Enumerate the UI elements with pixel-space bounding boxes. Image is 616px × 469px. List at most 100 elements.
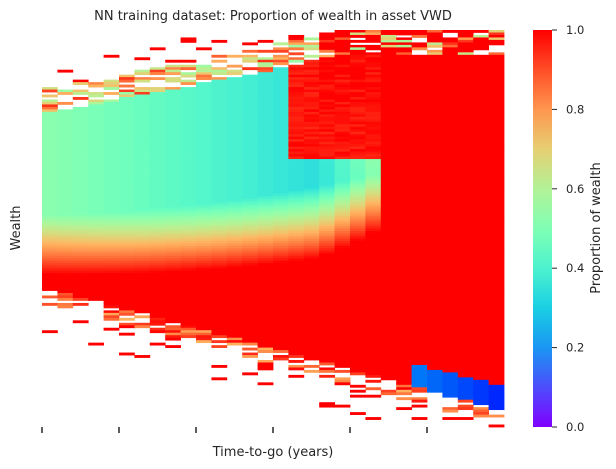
- heatmap-cell: [488, 134, 505, 138]
- heatmap-cell: [165, 228, 181, 232]
- heatmap-cell: [365, 201, 382, 205]
- heatmap-cell: [350, 221, 366, 224]
- heatmap-cell: [334, 92, 351, 95]
- heatmap-cell: [488, 387, 505, 391]
- heatmap-cell: [473, 166, 489, 170]
- heatmap-cell: [411, 330, 428, 334]
- heatmap-cell: [72, 250, 89, 254]
- heatmap-cell: [334, 255, 351, 259]
- heatmap-cell: [196, 126, 212, 130]
- heatmap-cell: [457, 342, 474, 346]
- heatmap-cell: [380, 372, 397, 376]
- heatmap-cell: [196, 124, 212, 128]
- heatmap-cell: [273, 350, 289, 353]
- heatmap-cell: [427, 278, 443, 282]
- heatmap-cell: [211, 297, 228, 301]
- heatmap-cell: [303, 186, 320, 190]
- heatmap-cell: [180, 159, 197, 162]
- heatmap-cell: [319, 134, 335, 138]
- heatmap-cell: [257, 345, 274, 348]
- heatmap-cell: [180, 285, 197, 289]
- heatmap-cell: [180, 243, 197, 247]
- heatmap-cell: [319, 166, 335, 170]
- heatmap-cell: [365, 206, 382, 210]
- heatmap-cell: [411, 64, 428, 68]
- heatmap-cell: [380, 342, 397, 346]
- heatmap-cell: [319, 297, 335, 301]
- heatmap-cell: [211, 116, 228, 120]
- colorbar-tick-label: 1.0: [566, 23, 584, 37]
- heatmap-cell: [134, 295, 151, 299]
- heatmap-cell: [427, 72, 443, 76]
- heatmap-cell: [365, 114, 382, 118]
- heatmap-cell: [303, 340, 320, 344]
- heatmap-cell: [196, 178, 212, 182]
- heatmap-cell: [134, 288, 151, 291]
- heatmap-cell: [457, 337, 474, 341]
- heatmap-cell: [396, 372, 412, 376]
- heatmap-cell: [88, 211, 104, 215]
- heatmap-cell: [442, 317, 459, 321]
- heatmap-cell: [134, 191, 151, 195]
- heatmap-cell: [134, 126, 151, 130]
- heatmap-cell: [457, 288, 474, 291]
- heatmap-cell: [427, 320, 443, 324]
- heatmap-cell: [319, 218, 335, 222]
- heatmap-cell: [457, 248, 474, 252]
- heatmap-cell: [165, 253, 181, 257]
- heatmap-cell: [42, 176, 58, 180]
- heatmap-cell: [196, 193, 212, 197]
- heatmap-cell: [242, 92, 258, 95]
- heatmap-cell: [488, 218, 505, 222]
- heatmap-cell: [134, 273, 151, 277]
- heatmap-cell: [273, 250, 289, 254]
- heatmap-cell: [411, 332, 428, 336]
- heatmap-cell: [396, 320, 412, 324]
- heatmap-cell: [411, 320, 428, 324]
- heatmap-cell: [303, 156, 320, 160]
- heatmap-cell: [211, 203, 228, 207]
- heatmap-cell: [180, 317, 197, 321]
- heatmap-cell: [350, 44, 366, 48]
- heatmap-cell: [396, 186, 412, 190]
- heatmap-cell: [273, 141, 289, 145]
- heatmap-cell: [257, 131, 274, 135]
- heatmap-cell: [57, 228, 74, 232]
- heatmap-cell: [442, 191, 459, 195]
- heatmap-cell: [57, 243, 74, 247]
- heatmap-cell: [350, 101, 366, 105]
- heatmap-cell: [442, 111, 459, 115]
- heatmap-cell: [134, 94, 151, 98]
- heatmap-cell: [457, 52, 474, 56]
- heatmap-cell: [257, 101, 274, 105]
- heatmap-cell: [334, 238, 351, 242]
- heatmap-cell: [442, 173, 459, 177]
- heatmap-cell: [319, 320, 335, 324]
- heatmap-cell: [442, 226, 459, 229]
- heatmap-cell: [165, 191, 181, 195]
- heatmap-cell: [427, 245, 443, 249]
- heatmap-cell: [303, 263, 320, 267]
- heatmap-cell: [42, 280, 58, 284]
- heatmap-cell: [319, 342, 335, 346]
- heatmap-cell: [226, 69, 243, 73]
- heatmap-cell: [365, 367, 382, 371]
- heatmap-cell: [242, 136, 258, 140]
- heatmap-cell: [350, 92, 366, 95]
- heatmap-cell: [334, 360, 351, 363]
- heatmap-cell: [442, 350, 459, 353]
- heatmap-cell: [196, 260, 212, 264]
- heatmap-cell: [242, 87, 258, 90]
- heatmap-cell: [165, 332, 181, 336]
- heatmap-cell: [380, 188, 397, 192]
- heatmap-cell: [488, 322, 505, 326]
- heatmap-cell: [103, 295, 120, 299]
- heatmap-cell: [88, 131, 104, 135]
- heatmap-cell: [365, 94, 382, 98]
- heatmap-cell: [319, 144, 335, 148]
- heatmap-cell: [365, 203, 382, 207]
- heatmap-cell: [119, 84, 135, 88]
- heatmap-cell: [442, 322, 459, 326]
- heatmap-cell: [365, 255, 382, 259]
- heatmap-cell: [165, 230, 181, 234]
